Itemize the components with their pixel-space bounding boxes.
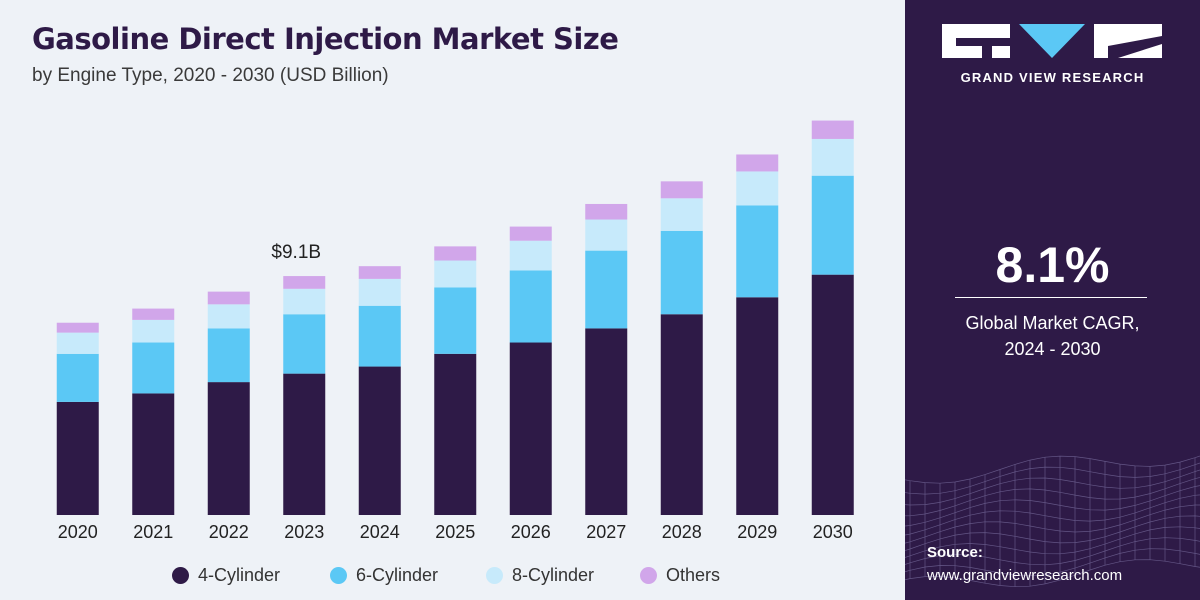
bar-segment-8-cylinder-2020 <box>56 332 99 354</box>
bar-segment-others-2026 <box>509 226 552 241</box>
cagr-divider <box>955 297 1147 298</box>
bar-segment-8-cylinder-2025 <box>434 260 477 288</box>
x-tick-label-2030: 2030 <box>813 522 853 542</box>
x-tick-label-2028: 2028 <box>662 522 702 542</box>
chart-panel: Gasoline Direct Injection Market Size by… <box>0 22 905 590</box>
gvr-logo <box>942 24 1162 58</box>
wave-mesh-decoration <box>905 455 1200 588</box>
x-tick-label-2021: 2021 <box>133 522 173 542</box>
bar-segment-8-cylinder-2029 <box>736 171 779 206</box>
legend-label-others: Others <box>666 564 721 585</box>
data-label-2023: $9.1B <box>271 242 321 263</box>
legend-swatch-4-cylinder <box>172 566 189 584</box>
legend-label-6-cylinder: 6-Cylinder <box>356 564 439 585</box>
bar-segment-4-cylinder-2020 <box>56 401 99 515</box>
side-panel: GRAND VIEW RESEARCH 8.1% Global Market C… <box>905 0 1200 600</box>
bar-segment-6-cylinder-2026 <box>509 270 552 343</box>
bar-segment-6-cylinder-2027 <box>585 250 628 329</box>
brand-name: GRAND VIEW RESEARCH <box>960 70 1145 85</box>
cagr-label-line2: 2024 - 2030 <box>1004 339 1101 359</box>
bar-segment-others-2025 <box>434 246 477 261</box>
cagr-label: Global Market CAGR, 2024 - 2030 <box>905 310 1200 362</box>
bar-segment-6-cylinder-2020 <box>56 353 99 402</box>
chart-legend: 4-Cylinder 6-Cylinder 8-Cylinder Others <box>0 560 905 590</box>
x-tick-label-2029: 2029 <box>737 522 777 542</box>
chart-title: Gasoline Direct Injection Market Size <box>32 22 619 56</box>
legend-swatch-others <box>640 566 657 584</box>
bar-segment-others-2029 <box>736 154 779 172</box>
bar-segment-8-cylinder-2022 <box>207 304 250 329</box>
x-tick-label-2020: 2020 <box>58 522 98 542</box>
bar-segment-6-cylinder-2024 <box>358 305 401 367</box>
bar-segment-8-cylinder-2024 <box>358 278 401 306</box>
bar-segment-4-cylinder-2030 <box>811 274 854 515</box>
bar-segment-6-cylinder-2028 <box>660 230 703 315</box>
bar-segment-4-cylinder-2028 <box>660 314 703 515</box>
bar-segment-8-cylinder-2023 <box>283 288 326 315</box>
chart-subtitle: by Engine Type, 2020 - 2030 (USD Billion… <box>32 65 389 86</box>
x-tick-label-2024: 2024 <box>360 522 400 542</box>
bar-segment-8-cylinder-2021 <box>132 319 175 343</box>
legend-label-4-cylinder: 4-Cylinder <box>198 564 281 585</box>
bar-segment-6-cylinder-2023 <box>283 314 326 374</box>
bar-segment-6-cylinder-2030 <box>811 175 854 275</box>
bar-segment-8-cylinder-2030 <box>811 138 854 176</box>
bar-segment-4-cylinder-2023 <box>283 373 326 515</box>
bar-segment-4-cylinder-2029 <box>736 297 779 515</box>
bar-segment-others-2023 <box>283 276 326 289</box>
x-tick-label-2023: 2023 <box>284 522 324 542</box>
bar-segment-others-2021 <box>132 308 175 320</box>
legend-item-6-cylinder: 6-Cylinder <box>330 560 438 590</box>
bar-segment-others-2027 <box>585 203 628 220</box>
legend-item-others: Others <box>640 560 720 590</box>
bar-segment-8-cylinder-2028 <box>660 198 703 231</box>
bar-segment-4-cylinder-2025 <box>434 353 477 515</box>
bar-segment-8-cylinder-2027 <box>585 219 628 251</box>
bar-segment-4-cylinder-2024 <box>358 366 401 515</box>
source-link[interactable]: www.grandviewresearch.com <box>927 567 1123 584</box>
bar-segment-4-cylinder-2022 <box>207 382 250 515</box>
bar-segment-others-2020 <box>56 322 99 333</box>
legend-item-4-cylinder: 4-Cylinder <box>172 560 280 590</box>
bar-segment-4-cylinder-2026 <box>509 342 552 515</box>
legend-swatch-6-cylinder <box>330 566 347 584</box>
bar-segment-others-2028 <box>660 181 703 199</box>
legend-label-8-cylinder: 8-Cylinder <box>512 564 595 585</box>
bar-segment-6-cylinder-2029 <box>736 205 779 298</box>
bar-segment-6-cylinder-2021 <box>132 342 175 394</box>
bar-segment-others-2022 <box>207 291 250 305</box>
bar-segment-6-cylinder-2025 <box>434 287 477 354</box>
legend-item-8-cylinder: 8-Cylinder <box>486 560 594 590</box>
x-tick-label-2022: 2022 <box>209 522 249 542</box>
source-label: Source: <box>927 544 983 561</box>
legend-swatch-8-cylinder <box>486 566 503 584</box>
stacked-bar-chart: 2020 2021 2022 2023 2024 2025 2026 2027 2028 2029… <box>56 120 854 542</box>
bar-segment-others-2030 <box>811 120 854 139</box>
bar-segment-6-cylinder-2022 <box>207 328 250 383</box>
x-tick-label-2025: 2025 <box>435 522 475 542</box>
x-tick-label-2027: 2027 <box>586 522 626 542</box>
bar-segment-others-2024 <box>358 266 401 279</box>
bar-segment-4-cylinder-2021 <box>132 393 175 515</box>
cagr-value: 8.1% <box>995 237 1110 293</box>
cagr-label-line1: Global Market CAGR, <box>965 313 1140 333</box>
bar-segment-8-cylinder-2026 <box>509 240 552 271</box>
x-tick-label-2026: 2026 <box>511 522 551 542</box>
bar-segment-4-cylinder-2027 <box>585 328 628 515</box>
